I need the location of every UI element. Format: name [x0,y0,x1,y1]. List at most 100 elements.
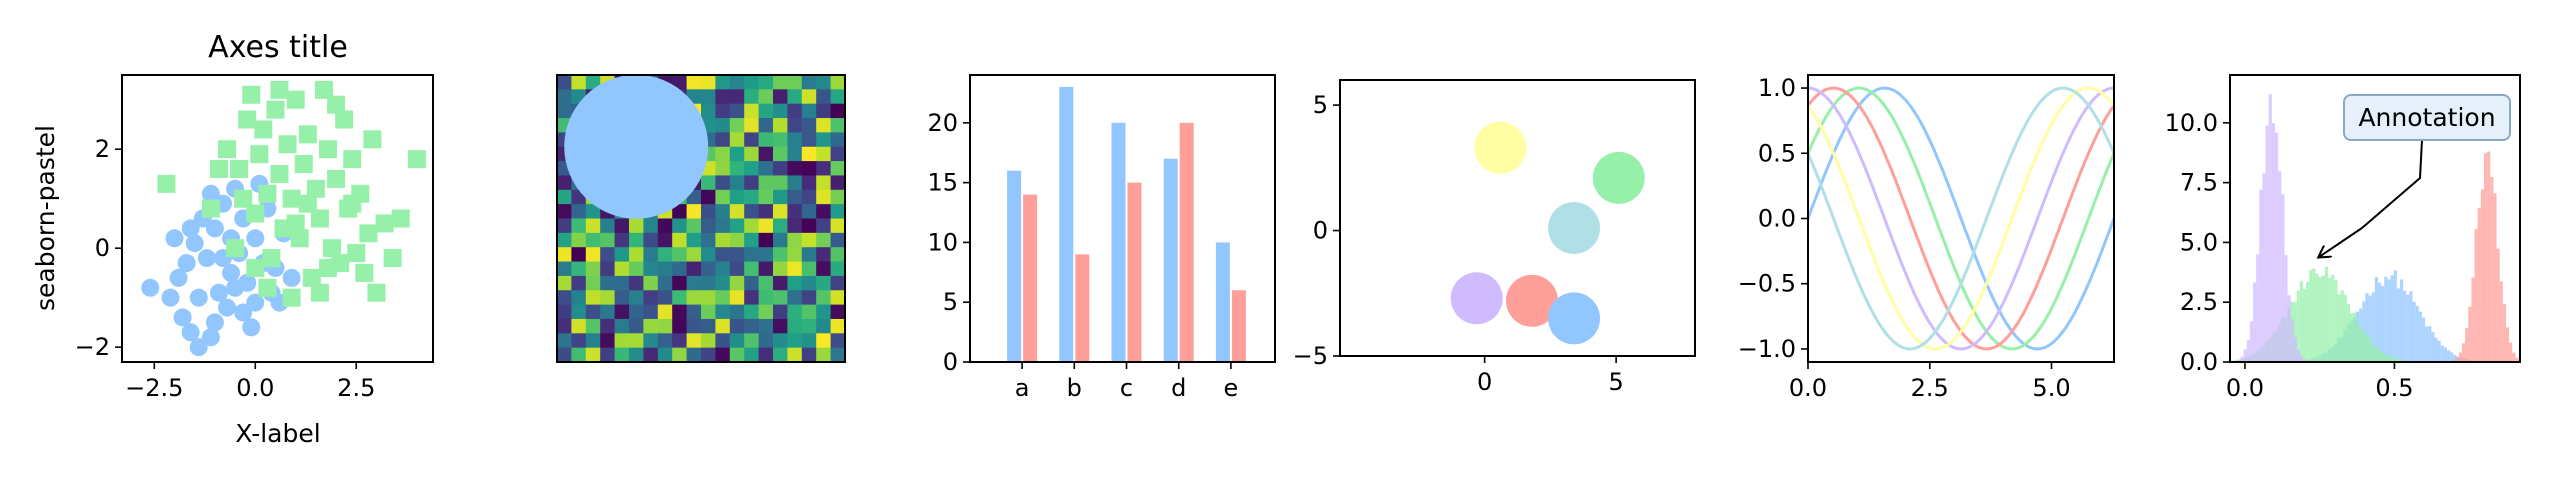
scatter-point [298,125,317,144]
histogram-bar [2368,338,2373,362]
scatter-point [246,293,265,312]
heatmap-cell [758,161,774,177]
heatmap-cell [629,247,644,263]
heatmap-cell [701,189,716,205]
heatmap-cell [557,261,572,277]
scatter-point [278,135,297,154]
y-tick-label: 5 [1313,91,1328,119]
scatter-point [327,169,346,188]
heatmap-cell [801,89,817,105]
scatter-point [189,338,208,357]
histogram-bar [2375,346,2379,362]
histogram-bar [2512,352,2516,362]
heatmap-cell [715,175,731,191]
histogram-bar [2447,350,2451,362]
heatmap-cell [557,218,572,234]
heatmap-cell [816,161,832,177]
histogram-bar [2303,359,2307,362]
heatmap-cell [686,218,702,234]
heatmap-cell [830,146,846,162]
heatmap-cell [729,247,745,263]
y-tick-label: 5 [943,288,958,316]
heatmap-cell [787,261,803,277]
x-tick-label: 2.5 [337,374,375,402]
y-tick-label: 5.0 [2180,228,2218,256]
heatmap-cell [773,189,788,205]
heatmap-cell [816,318,832,334]
heatmap-cell [744,247,760,263]
heatmap-cell [672,247,688,263]
heatmap-cell [830,232,846,248]
scatter-point [254,120,273,139]
heatmap-cell [571,232,587,248]
heatmap-cell [787,161,803,177]
heatmap-cell [715,204,731,220]
heatmap-cell [773,333,788,349]
heatmap-cell [801,275,817,291]
heatmap-cell [773,304,788,320]
heatmap-cell [801,118,817,133]
scatter-point [226,239,245,258]
heatmap-cell [830,118,846,133]
heatmap-cell [686,304,702,320]
scatter-point [209,283,228,302]
heatmap-cell [600,347,616,363]
panel-2-overlay-circle [564,74,709,219]
scatter-point [246,229,265,248]
heatmap-cell [758,146,774,162]
heatmap-cell [643,232,659,248]
heatmap-cell [643,290,659,306]
heatmap-cell [557,290,572,306]
scatter-point [165,229,184,248]
heatmap-cell [585,290,601,306]
histogram-bar [2253,282,2257,362]
heatmap-cell [629,290,644,306]
histogram-bar [2499,281,2503,362]
histogram-bar [2477,208,2481,362]
histogram-bar [2237,359,2241,362]
scatter-point [209,160,228,179]
scatter-point [246,258,265,277]
panel-1-frame [121,74,434,363]
heatmap-cell [816,232,832,248]
heatmap-cell [773,146,788,162]
heatmap-cell [571,318,587,334]
scatter-point [205,219,224,238]
heatmap-cell [600,333,616,349]
heatmap-cell [787,333,803,349]
heatmap-cell [571,304,587,320]
y-tick-label: 10.0 [2165,109,2218,137]
histogram-bar [2418,311,2422,362]
heatmap-cell [715,318,731,334]
scatter-point [310,283,329,302]
heatmap-cell [801,318,817,334]
panel-4-marks [1450,121,1645,345]
panel-1-title: Axes title [208,30,348,65]
heatmap-cell [744,189,760,205]
heatmap-cell [801,103,817,119]
histogram-bar [2350,313,2354,362]
heatmap-cell [787,132,803,148]
heatmap-cell [585,261,601,277]
y-tick-label: 0 [943,348,958,376]
panel-5-marks [1808,86,2114,351]
circle-marker [1592,151,1645,204]
heatmap-cell [744,103,760,119]
heatmap-cell [643,247,659,263]
heatmap-cell [830,347,846,363]
histogram-bar [2346,304,2351,362]
heatmap-cell [744,132,760,148]
heatmap-cell [801,218,817,234]
heatmap-cell [830,75,846,90]
heatmap-cell [657,290,673,306]
scatter-point [250,145,269,164]
scatter-point [218,298,237,317]
circle-marker [1548,292,1601,345]
heatmap-cell [744,304,760,320]
scatter-point [282,268,301,287]
heatmap-cell [830,218,846,234]
scatter-point [282,288,301,307]
heatmap-cell [729,290,745,306]
heatmap-cell [830,175,846,191]
heatmap-cell [614,275,630,291]
